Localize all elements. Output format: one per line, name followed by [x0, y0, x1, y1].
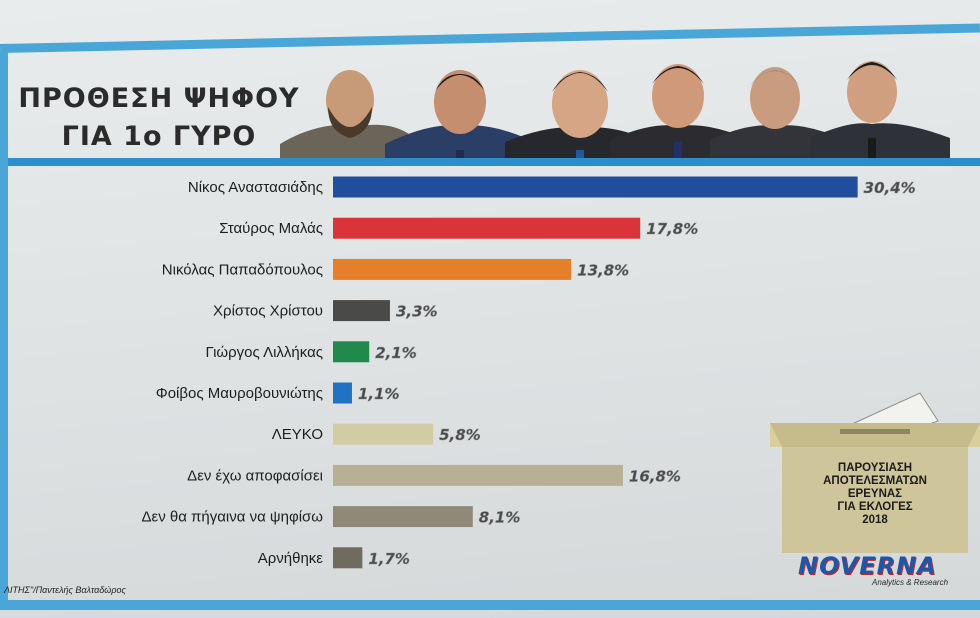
value-label: 13,8%: [577, 261, 629, 279]
caption-line-5: 2018: [862, 514, 888, 526]
bar-row: Γιώργος Λιλλήκας 2,1%: [205, 341, 417, 363]
category-label: Νικόλας Παπαδόπουλος: [162, 261, 323, 278]
bar: [333, 464, 623, 486]
ballot-box-caption: ΠΑΡΟΥΣΙΑΣΗ ΑΠΟΤΕΛΕΣΜΑΤΩΝ ΕΡΕΥΝΑΣ ΓΙΑ ΕΚΛ…: [790, 462, 960, 527]
bar-row: Αρνήθηκε 1,7%: [258, 547, 410, 569]
logo-tagline: Analytics & Research: [872, 578, 949, 587]
caption-line-1: ΠΑΡΟΥΣΙΑΣΗ: [837, 462, 913, 474]
chart-title: ΠΡΟΘΕΣΗ ΨΗΦΟΥ ΓΙΑ 1ο ΓΥΡΟ: [14, 80, 304, 156]
category-label: Δεν θα πήγαινα να ψηφίσω: [142, 509, 324, 526]
category-label: Γιώργος Λιλλήκας: [205, 344, 323, 361]
value-label: 3,3%: [396, 303, 438, 321]
bar-row: Νίκος Αναστασιάδης 30,4%: [188, 176, 916, 198]
category-label: ΛΕΥΚΟ: [272, 426, 323, 443]
noverna-logo: NOVERNA: [798, 552, 937, 580]
bar: [333, 423, 434, 445]
category-label: Αρνήθηκε: [258, 550, 324, 567]
bar-row: Σταύρος Μαλάς 17,8%: [219, 217, 698, 239]
bar-row: Δεν θα πήγαινα να ψηφίσω 8,1%: [142, 506, 521, 528]
bar: [333, 547, 363, 569]
title-strip: [8, 158, 980, 166]
value-label: 5,8%: [439, 426, 481, 444]
bar: [333, 176, 858, 198]
bar-row: Δεν έχω αποφασίσει 16,8%: [187, 464, 681, 486]
caption-line-4: ΓΙΑ ΕΚΛΟΓΕΣ: [837, 501, 913, 513]
bar: [333, 341, 370, 363]
bar: [333, 506, 473, 528]
border-bottom: [0, 600, 980, 610]
value-label: 17,8%: [646, 220, 698, 238]
value-label: 1,7%: [368, 550, 410, 568]
caption-line-3: ΕΡΕΥΝΑΣ: [847, 488, 903, 500]
category-label: Νίκος Αναστασιάδης: [188, 179, 323, 196]
portrait-2: [385, 70, 538, 164]
value-label: 2,1%: [375, 344, 417, 362]
category-label: Χρίστος Χρίστου: [213, 303, 323, 320]
bar: [333, 258, 572, 280]
title-line-2: ΓΙΑ 1ο ΓΥΡΟ: [61, 121, 257, 152]
bar-row: ΛΕΥΚΟ 5,8%: [272, 423, 481, 445]
photo-credit: ΛΙΤΗΣ"/Παντελής Βαλταδώρος: [4, 585, 126, 595]
title-line-1: ΠΡΟΘΕΣΗ ΨΗΦΟΥ: [18, 83, 300, 114]
portrait-6: [810, 61, 950, 164]
border-left: [0, 50, 8, 610]
category-label: Δεν έχω αποφασίσει: [187, 467, 323, 484]
bar-row: Χρίστος Χρίστου 3,3%: [213, 300, 438, 322]
category-label: Φοίβος Μαυροβουνιώτης: [156, 385, 323, 402]
value-label: 30,4%: [864, 179, 916, 197]
category-label: Σταύρος Μαλάς: [219, 220, 323, 237]
bar: [333, 382, 352, 404]
bar-row: Φοίβος Μαυροβουνιώτης 1,1%: [156, 382, 400, 404]
bars-layer: Νίκος Αναστασιάδης 30,4% Σταύρος Μαλάς 17,8…: [142, 176, 916, 569]
bar: [333, 217, 641, 239]
value-label: 16,8%: [629, 467, 681, 485]
value-label: 1,1%: [358, 385, 400, 403]
candidate-portraits: [280, 61, 950, 164]
caption-line-2: ΑΠΟΤΕΛΕΣΜΑΤΩΝ: [823, 475, 927, 487]
bar-row: Νικόλας Παπαδόπουλος 13,8%: [162, 258, 629, 280]
ballot-box-icon: [770, 392, 980, 553]
value-label: 8,1%: [479, 509, 521, 527]
bar: [333, 300, 390, 322]
